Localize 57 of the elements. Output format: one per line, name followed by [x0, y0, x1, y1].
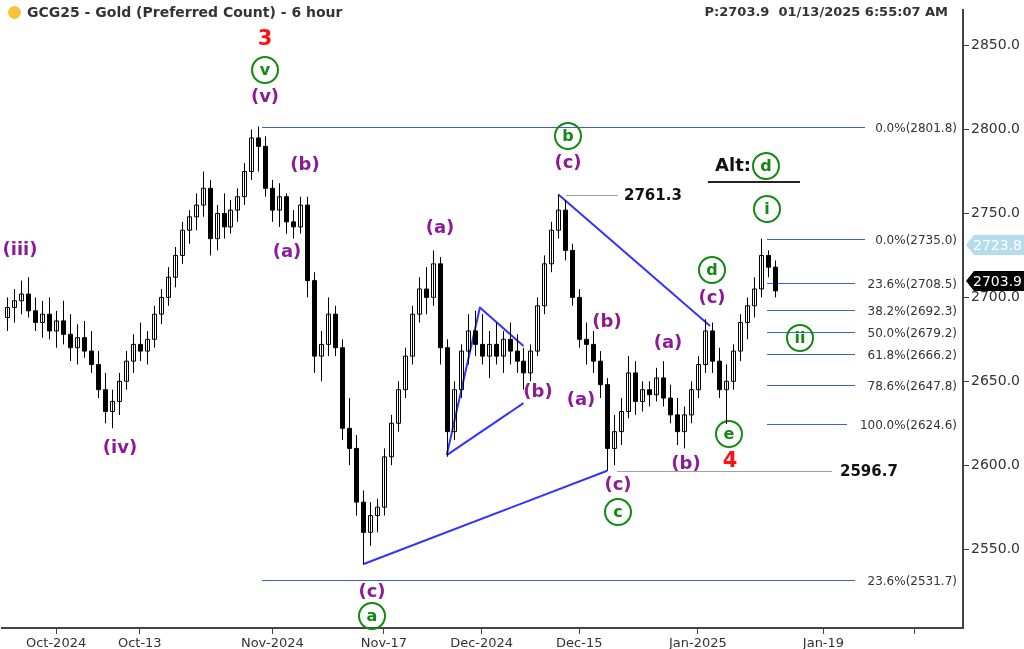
y-tick-label: 2700.0 [971, 288, 1020, 305]
annotation: (a) [566, 387, 596, 409]
ref-line-label: 100.0%(2624.6) [859, 417, 957, 432]
annotation: P:2703.9 01/13/2025 6:55:07 AM [704, 4, 948, 20]
ref-line-label: 23.6%(2531.7) [867, 573, 957, 588]
annotation: (a) [272, 239, 302, 261]
chart-title: GCG25 - Gold (Preferred Count) - 6 hour [27, 4, 343, 20]
x-tick-label: Jan-19 [801, 635, 845, 649]
annotation: (b) [592, 309, 622, 331]
annotation: ii [794, 328, 806, 348]
annotation: (b) [671, 451, 701, 473]
annotation: (iii) [2, 237, 38, 259]
annotation: (iv) [102, 435, 138, 457]
ref-line-label: 0.0%(2801.8) [875, 120, 957, 135]
y-tick-label: 2850.0 [971, 36, 1020, 53]
annotation: 3 [257, 26, 273, 51]
y-tick-label: 2600.0 [971, 455, 1020, 472]
ref-line-label: 61.8%(2666.2) [867, 347, 957, 362]
ref-line-label: 78.6%(2647.8) [867, 378, 957, 393]
annotation: b [562, 126, 574, 146]
annotation: v [259, 60, 271, 80]
y-tick-label: 2750.0 [971, 204, 1020, 221]
y-tick-label: 2650.0 [971, 371, 1020, 388]
text: 2703.9 [973, 272, 1022, 289]
y-tick-label: 2800.0 [971, 120, 1020, 137]
annotation: (a) [653, 330, 683, 352]
ref-line-label: 0.0%(2735.0) [875, 232, 957, 247]
x-tick-label: Oct-13 [117, 635, 162, 649]
ref-line-label: 38.2%(2692.3) [867, 303, 957, 318]
annotation: d [760, 156, 772, 176]
ref-line-label: 2761.3 [624, 186, 682, 205]
x-tick-label: Oct-2024 [25, 635, 87, 649]
annotation: c [613, 502, 623, 522]
ref-line-label: 50.0%(2679.2) [867, 325, 957, 340]
x-tick-label: Nov-2024 [240, 635, 304, 649]
annotation: a [366, 606, 378, 626]
y-tick-label: 2550.0 [971, 539, 1020, 556]
annotation: (c) [358, 579, 386, 601]
x-tick-label: Dec-15 [556, 635, 603, 649]
text: 2723.8 [973, 236, 1022, 253]
annotation: (b) [523, 379, 553, 401]
annotation: (v) [250, 84, 280, 106]
x-tick-label: Jan-2025 [667, 635, 727, 649]
annotation: e [723, 424, 735, 444]
annotation: (b) [290, 152, 320, 174]
annotation: (c) [698, 285, 726, 307]
annotation: Alt: [715, 153, 751, 175]
annotation: i [764, 199, 770, 219]
annotation: (c) [604, 472, 632, 494]
x-tick-label: Nov-17 [360, 635, 408, 649]
annotation: 4 [722, 448, 738, 473]
annotation: (a) [425, 215, 455, 237]
annotation: d [706, 260, 718, 280]
x-tick-label: Dec-2024 [450, 635, 514, 649]
annotation: (c) [554, 150, 582, 172]
ref-line-label: 23.6%(2708.5) [867, 276, 957, 291]
ref-line-label: 2596.7 [840, 462, 898, 481]
